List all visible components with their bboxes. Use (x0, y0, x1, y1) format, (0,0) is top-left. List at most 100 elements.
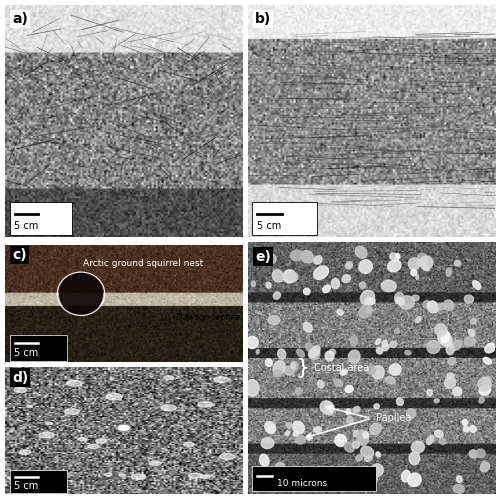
Text: 5 cm: 5 cm (258, 221, 281, 231)
Ellipse shape (396, 253, 400, 258)
Ellipse shape (408, 473, 421, 487)
Ellipse shape (447, 373, 454, 378)
Ellipse shape (314, 427, 322, 433)
Text: 5 cm: 5 cm (14, 481, 39, 491)
Ellipse shape (354, 431, 358, 437)
Ellipse shape (352, 441, 360, 448)
Ellipse shape (453, 387, 462, 396)
Ellipse shape (66, 380, 82, 386)
Ellipse shape (78, 438, 87, 441)
Ellipse shape (374, 404, 380, 409)
Ellipse shape (420, 256, 433, 269)
Ellipse shape (471, 318, 476, 324)
Ellipse shape (261, 438, 274, 449)
Ellipse shape (50, 475, 58, 477)
Ellipse shape (464, 337, 475, 346)
Ellipse shape (14, 388, 26, 392)
Text: Dawson tephra: Dawson tephra (176, 312, 240, 321)
Text: c): c) (12, 248, 27, 262)
Ellipse shape (296, 388, 301, 394)
Text: b): b) (255, 12, 271, 26)
Ellipse shape (306, 343, 314, 352)
Ellipse shape (96, 439, 106, 443)
Text: 10 microns: 10 microns (277, 479, 328, 488)
Ellipse shape (370, 473, 374, 478)
Ellipse shape (359, 305, 372, 318)
Ellipse shape (304, 288, 310, 295)
Ellipse shape (346, 409, 351, 415)
Ellipse shape (360, 446, 374, 458)
Ellipse shape (314, 266, 328, 279)
Ellipse shape (453, 485, 464, 493)
Ellipse shape (376, 339, 381, 344)
Ellipse shape (350, 335, 358, 346)
Ellipse shape (365, 298, 372, 306)
Text: Papilea: Papilea (376, 413, 412, 424)
Text: a): a) (12, 12, 28, 26)
Ellipse shape (288, 272, 298, 282)
Ellipse shape (164, 376, 174, 380)
Ellipse shape (360, 290, 374, 305)
Ellipse shape (402, 470, 410, 482)
Ellipse shape (390, 341, 396, 347)
Ellipse shape (324, 402, 333, 415)
Ellipse shape (396, 398, 404, 406)
Ellipse shape (284, 366, 294, 375)
Ellipse shape (359, 259, 372, 273)
Ellipse shape (318, 380, 324, 388)
Ellipse shape (427, 340, 440, 354)
Ellipse shape (439, 438, 446, 444)
Ellipse shape (434, 430, 443, 438)
Ellipse shape (272, 270, 283, 282)
Ellipse shape (394, 329, 400, 333)
Ellipse shape (200, 475, 210, 479)
Ellipse shape (472, 281, 480, 289)
Ellipse shape (296, 349, 304, 357)
Ellipse shape (292, 362, 298, 370)
Ellipse shape (198, 402, 213, 407)
Ellipse shape (320, 401, 334, 414)
Ellipse shape (371, 464, 384, 477)
Ellipse shape (444, 300, 454, 310)
Ellipse shape (434, 399, 439, 403)
Ellipse shape (290, 250, 302, 260)
Ellipse shape (370, 423, 381, 435)
Ellipse shape (269, 471, 278, 480)
Ellipse shape (294, 431, 299, 436)
Ellipse shape (325, 351, 334, 361)
Ellipse shape (269, 254, 276, 263)
Ellipse shape (275, 462, 285, 473)
Ellipse shape (278, 349, 286, 359)
Ellipse shape (296, 436, 306, 444)
Ellipse shape (301, 250, 314, 263)
Ellipse shape (370, 298, 375, 304)
Ellipse shape (293, 421, 304, 434)
Ellipse shape (405, 351, 411, 355)
Ellipse shape (480, 462, 490, 472)
Ellipse shape (412, 295, 419, 301)
Ellipse shape (376, 348, 382, 354)
Text: }: } (295, 358, 310, 378)
Ellipse shape (322, 285, 330, 293)
Ellipse shape (119, 474, 126, 477)
Ellipse shape (427, 390, 432, 396)
Ellipse shape (335, 435, 346, 447)
Ellipse shape (469, 450, 478, 458)
Ellipse shape (382, 344, 389, 351)
Ellipse shape (286, 423, 292, 428)
Ellipse shape (468, 329, 475, 336)
Ellipse shape (464, 295, 473, 303)
Ellipse shape (446, 268, 452, 276)
Ellipse shape (454, 260, 460, 266)
Ellipse shape (408, 258, 420, 270)
FancyBboxPatch shape (252, 202, 317, 235)
Ellipse shape (39, 432, 54, 438)
Ellipse shape (478, 378, 491, 391)
Ellipse shape (411, 269, 417, 276)
Ellipse shape (342, 274, 350, 282)
Ellipse shape (161, 405, 176, 411)
Ellipse shape (390, 253, 398, 261)
Ellipse shape (332, 278, 340, 289)
Ellipse shape (416, 316, 421, 322)
Ellipse shape (476, 449, 485, 458)
